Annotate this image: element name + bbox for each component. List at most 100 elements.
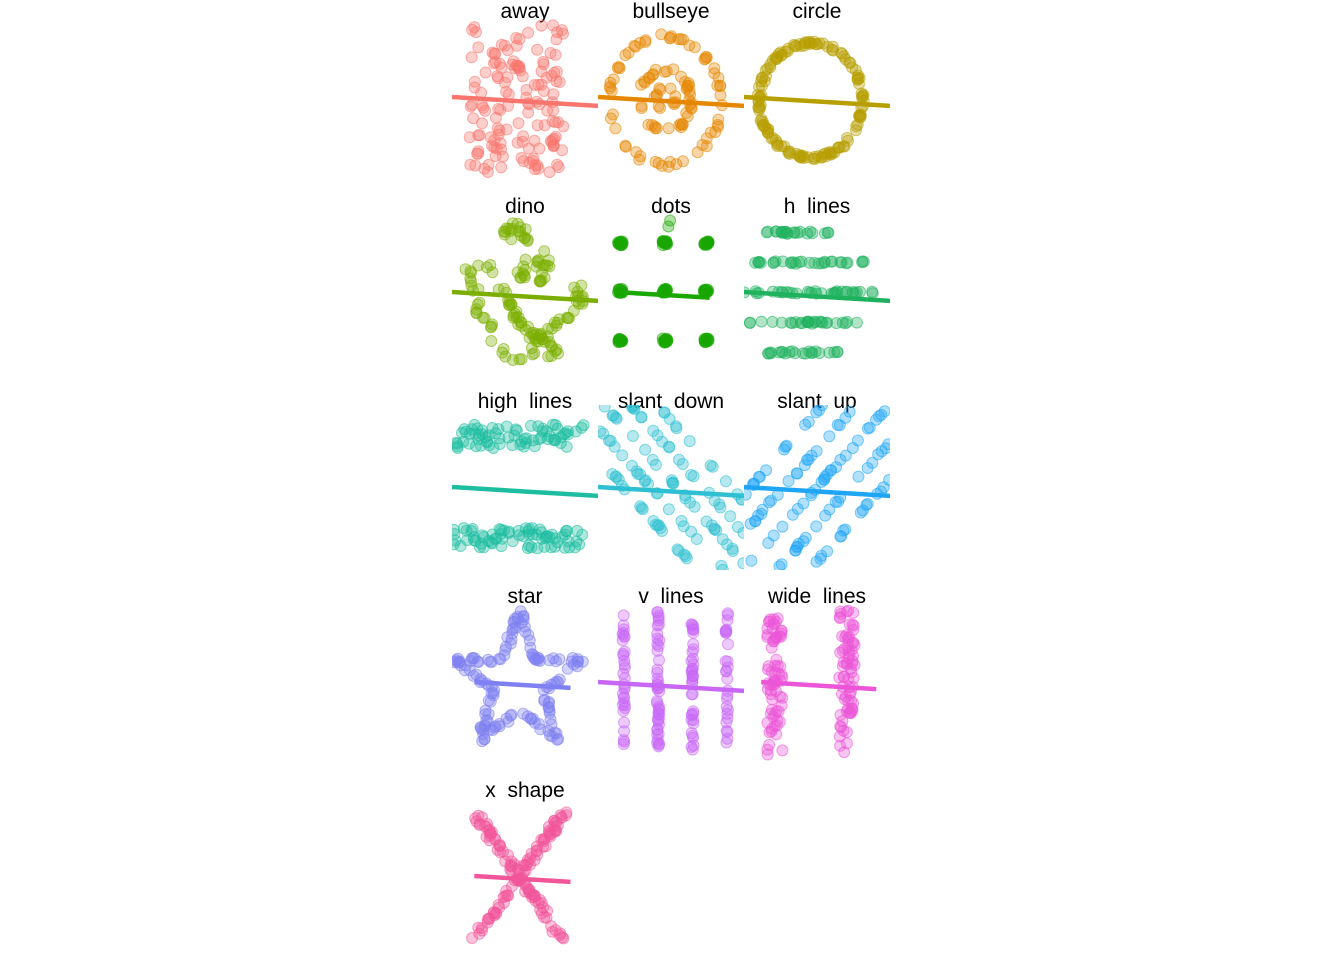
data-point (488, 134, 501, 147)
data-point (708, 67, 721, 80)
data-point (686, 652, 699, 665)
data-point (547, 418, 560, 431)
data-point (528, 163, 541, 176)
data-point (776, 227, 789, 239)
data-point (537, 58, 550, 71)
data-point (617, 609, 630, 622)
data-point (815, 151, 828, 164)
data-point (673, 453, 685, 466)
data-point (598, 425, 607, 438)
data-point (856, 504, 869, 517)
data-point (505, 233, 518, 246)
facet-panel-circle (744, 15, 890, 180)
data-point (855, 87, 868, 100)
data-point (466, 98, 478, 111)
data-point (525, 847, 538, 860)
data-point (822, 226, 835, 239)
scatter-plot-circle (744, 35, 890, 165)
data-point (840, 257, 853, 270)
data-point (547, 19, 559, 32)
data-point (520, 83, 533, 96)
data-point (538, 245, 551, 258)
data-point (835, 721, 848, 734)
scatter-plot-dots (612, 214, 715, 349)
data-point (817, 37, 830, 50)
data-point (685, 665, 698, 678)
data-point (551, 316, 564, 329)
data-point (522, 26, 535, 39)
data-point (486, 266, 499, 279)
data-point (721, 704, 734, 717)
data-point (662, 122, 675, 135)
data-point (651, 663, 664, 676)
data-point (842, 134, 854, 147)
data-point (550, 727, 563, 740)
data-point (779, 347, 792, 360)
data-point (619, 140, 632, 153)
data-point (617, 647, 630, 660)
data-point (656, 332, 669, 345)
facet-title-star: star (507, 585, 543, 608)
scatter-plot-wide-lines (761, 604, 877, 761)
facet-title-x-shape: x shape (485, 779, 565, 802)
data-point (485, 320, 498, 333)
facet-panel-wide-lines (744, 600, 890, 765)
data-point (700, 332, 713, 345)
data-point (490, 532, 503, 545)
data-point (556, 530, 569, 543)
data-point (479, 704, 492, 717)
data-point (553, 653, 566, 666)
data-point (722, 638, 734, 651)
data-point (598, 405, 611, 413)
data-point (476, 117, 489, 130)
data-point (761, 743, 774, 756)
data-point (571, 285, 584, 298)
data-point (543, 166, 556, 179)
data-point (803, 37, 816, 50)
data-point (854, 111, 867, 124)
regression-line (761, 679, 877, 692)
data-point (484, 655, 497, 668)
data-point (808, 257, 821, 269)
data-point (482, 694, 495, 707)
facet-title-dino: dino (505, 195, 545, 218)
data-point (515, 316, 528, 329)
data-point (613, 332, 626, 345)
data-point (861, 462, 874, 474)
data-point (483, 825, 496, 838)
data-point (810, 406, 823, 419)
data-point (834, 453, 847, 466)
data-point (683, 435, 696, 448)
data-point (515, 353, 528, 366)
facet-panel-dots (598, 210, 744, 375)
data-point (767, 613, 780, 626)
data-point (495, 161, 508, 174)
data-point (649, 63, 662, 76)
data-point (719, 655, 732, 668)
data-point (519, 253, 532, 266)
data-point (877, 481, 890, 494)
data-point (847, 606, 860, 619)
data-point (790, 147, 803, 160)
data-point (634, 500, 647, 513)
data-point (802, 315, 815, 328)
data-point (761, 628, 774, 641)
data-point (782, 42, 795, 55)
data-point (662, 503, 675, 516)
data-point (656, 525, 668, 537)
data-point (561, 662, 574, 675)
data-point (861, 422, 874, 435)
data-point (609, 470, 622, 483)
data-point (651, 606, 664, 619)
data-point (617, 705, 630, 717)
data-point (653, 654, 665, 667)
data-point (452, 528, 461, 540)
data-point (665, 474, 678, 487)
data-point (479, 708, 492, 721)
data-point (654, 83, 667, 96)
data-point (846, 618, 859, 631)
data-point (501, 71, 514, 84)
data-point (756, 72, 769, 85)
regression-line (452, 289, 598, 304)
